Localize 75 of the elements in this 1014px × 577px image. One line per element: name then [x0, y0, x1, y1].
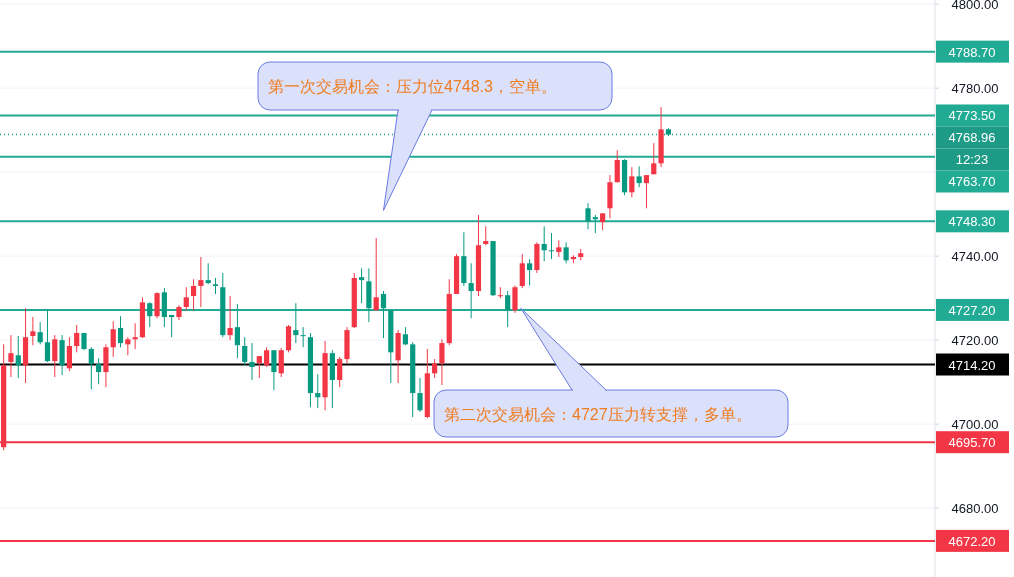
- candlestick: [96, 357, 102, 385]
- candlestick: [66, 336, 72, 372]
- y-tick-label: 4800.00: [951, 0, 999, 13]
- candlestick: [541, 225, 547, 262]
- candlestick: [300, 326, 306, 348]
- ref-line-label: 4672.20: [948, 533, 996, 549]
- ref-line-label: 4695.70: [948, 435, 996, 451]
- candlestick: [505, 290, 511, 328]
- text: 12:23: [955, 152, 989, 168]
- candlestick: [563, 241, 569, 264]
- candlestick: [110, 320, 116, 358]
- y-tick-label: 4680.00: [951, 501, 999, 517]
- candlestick: [293, 302, 299, 344]
- candlestick: [132, 322, 138, 350]
- y-tick-label: 4780.00: [951, 81, 999, 97]
- candlestick: [432, 358, 438, 379]
- y-tick-label: 4740.00: [951, 249, 999, 265]
- candlestick: [417, 377, 423, 413]
- candlestick: [358, 267, 365, 304]
- candlestick: [643, 174, 650, 209]
- candlestick: [337, 356, 343, 388]
- candlestick: [249, 342, 255, 381]
- candlestick: [15, 335, 21, 379]
- y-tick-label: 4720.00: [951, 333, 999, 349]
- annotation: 第一次交易机会：压力位4748.3，空单。: [268, 78, 557, 95]
- ref-line-label: 4714.20: [948, 357, 996, 373]
- candlestick: [52, 334, 58, 378]
- candlestick: [439, 338, 445, 386]
- candlestick: [380, 290, 387, 339]
- candlestick: [483, 225, 489, 246]
- candlestick: [256, 355, 262, 379]
- candlestick: [315, 373, 321, 409]
- candlestick: [519, 253, 525, 289]
- candlestick: [585, 202, 591, 230]
- candlestick: [636, 165, 642, 188]
- candlestick: [227, 295, 233, 341]
- candlestick: [44, 308, 51, 363]
- candlestick: [190, 278, 197, 311]
- ref-line-label: 4773.50: [948, 108, 996, 124]
- candlestick: [468, 262, 474, 319]
- candlestick: [271, 349, 277, 391]
- candlestick: [125, 336, 131, 356]
- candlestick: [512, 285, 518, 314]
- ref-line-label: 4727.20: [948, 302, 996, 318]
- annotation: 第二次交易机会：4727压力转支撑，多单。: [444, 405, 752, 423]
- candlestick: [264, 346, 270, 368]
- candlestick: [147, 301, 153, 328]
- candlestick: [198, 256, 204, 308]
- candlestick: [74, 324, 80, 353]
- candlestick: [497, 286, 503, 299]
- candlestick: [88, 346, 94, 390]
- candlestick: [154, 291, 160, 319]
- candlestick: [592, 214, 598, 234]
- candlestick: [285, 324, 292, 353]
- ref-line-label: 4763.70: [948, 174, 996, 190]
- candlestick: [242, 336, 248, 366]
- candlestick: [234, 303, 240, 359]
- candlestick: [651, 142, 657, 175]
- candlestick: [37, 321, 43, 345]
- ref-line-label: 4768.96: [948, 130, 996, 146]
- candlestick: [205, 262, 211, 285]
- candlestick: [183, 286, 189, 311]
- candlestick: [402, 326, 409, 346]
- candlestick: [278, 347, 284, 378]
- y-tick-label: 4700.00: [951, 417, 999, 433]
- candlestick: [629, 166, 635, 198]
- candlestick: [373, 237, 379, 311]
- ref-line-label: 4748.30: [948, 214, 996, 230]
- candlestick: [614, 149, 620, 183]
- candlestick: [30, 316, 36, 346]
- ref-line-label: 4788.70: [948, 44, 996, 60]
- candlestick: [548, 232, 555, 260]
- candlestick: [117, 315, 124, 348]
- candlestick: [526, 258, 533, 287]
- candlestick: [8, 334, 14, 378]
